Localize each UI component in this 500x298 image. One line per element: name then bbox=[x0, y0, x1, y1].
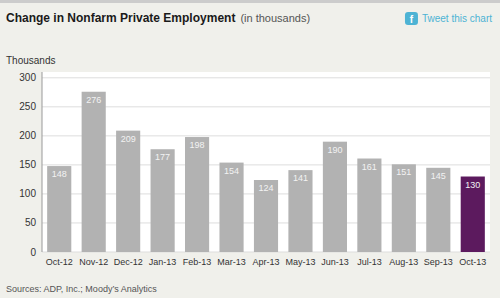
data-label: 276 bbox=[86, 95, 101, 105]
x-tick-label: Feb-13 bbox=[183, 257, 212, 267]
y-tick-label: 150 bbox=[19, 159, 36, 170]
bar bbox=[151, 149, 175, 252]
data-label: 151 bbox=[396, 167, 411, 177]
top-rule bbox=[0, 0, 500, 3]
bar bbox=[357, 159, 381, 252]
bar bbox=[116, 131, 140, 252]
source: Sources: ADP, Inc.; Moody’s Analytics bbox=[6, 284, 157, 294]
x-tick-label: Apr-13 bbox=[252, 257, 279, 267]
data-label: 124 bbox=[258, 183, 273, 193]
bar bbox=[47, 166, 71, 252]
data-label: 209 bbox=[121, 134, 136, 144]
x-tick-label: Nov-12 bbox=[79, 257, 108, 267]
bar bbox=[288, 170, 312, 252]
grid-line bbox=[42, 164, 490, 165]
bar bbox=[392, 164, 416, 252]
x-tick-label: Oct-12 bbox=[46, 257, 73, 267]
x-tick-label: Oct-13 bbox=[459, 257, 486, 267]
bar bbox=[82, 92, 106, 252]
x-tick-label: Sep-13 bbox=[424, 257, 453, 267]
bar bbox=[254, 180, 278, 252]
grid-line bbox=[42, 77, 490, 78]
x-tick-label: Mar-13 bbox=[217, 257, 246, 267]
y-axis-label: Thousands bbox=[6, 55, 55, 66]
bar bbox=[219, 163, 243, 252]
data-label: 161 bbox=[362, 162, 377, 172]
data-label: 177 bbox=[155, 152, 170, 162]
x-tick-label: Aug-13 bbox=[389, 257, 418, 267]
tweet-link: Tweet this chart bbox=[422, 13, 492, 24]
x-tick-label: Jan-13 bbox=[149, 257, 177, 267]
background bbox=[0, 0, 500, 298]
title: Change in Nonfarm Private Employment bbox=[6, 11, 235, 25]
data-label: 130 bbox=[465, 180, 480, 190]
x-tick-label: Jun-13 bbox=[321, 257, 349, 267]
y-tick-label: 250 bbox=[19, 101, 36, 112]
y-tick-label: 200 bbox=[19, 130, 36, 141]
grid-line bbox=[42, 135, 490, 136]
y-tick-label: 50 bbox=[25, 217, 37, 228]
data-label: 154 bbox=[224, 166, 239, 176]
data-label: 198 bbox=[190, 140, 205, 150]
tweet-icon bbox=[405, 12, 418, 25]
x-tick-label: May-13 bbox=[285, 257, 315, 267]
y-tick-label: 300 bbox=[19, 72, 36, 83]
x-tick-label: Dec-12 bbox=[114, 257, 143, 267]
data-label: 148 bbox=[52, 169, 67, 179]
y-tick-label: 0 bbox=[30, 247, 36, 258]
data-label: 190 bbox=[327, 145, 342, 155]
y-axis-line bbox=[42, 72, 43, 252]
x-tick-label: Jul-13 bbox=[357, 257, 382, 267]
tweet-icon-letter: f bbox=[410, 14, 414, 25]
bar bbox=[323, 142, 347, 252]
bars bbox=[47, 92, 485, 252]
data-label: 141 bbox=[293, 173, 308, 183]
data-label: 145 bbox=[431, 171, 446, 181]
bar bbox=[426, 168, 450, 252]
subtitle: (in thousands) bbox=[240, 12, 310, 24]
y-tick-label: 100 bbox=[19, 188, 36, 199]
plot-background bbox=[42, 72, 490, 252]
bar bbox=[461, 177, 485, 252]
bar bbox=[185, 137, 209, 252]
grid-line bbox=[42, 106, 490, 107]
